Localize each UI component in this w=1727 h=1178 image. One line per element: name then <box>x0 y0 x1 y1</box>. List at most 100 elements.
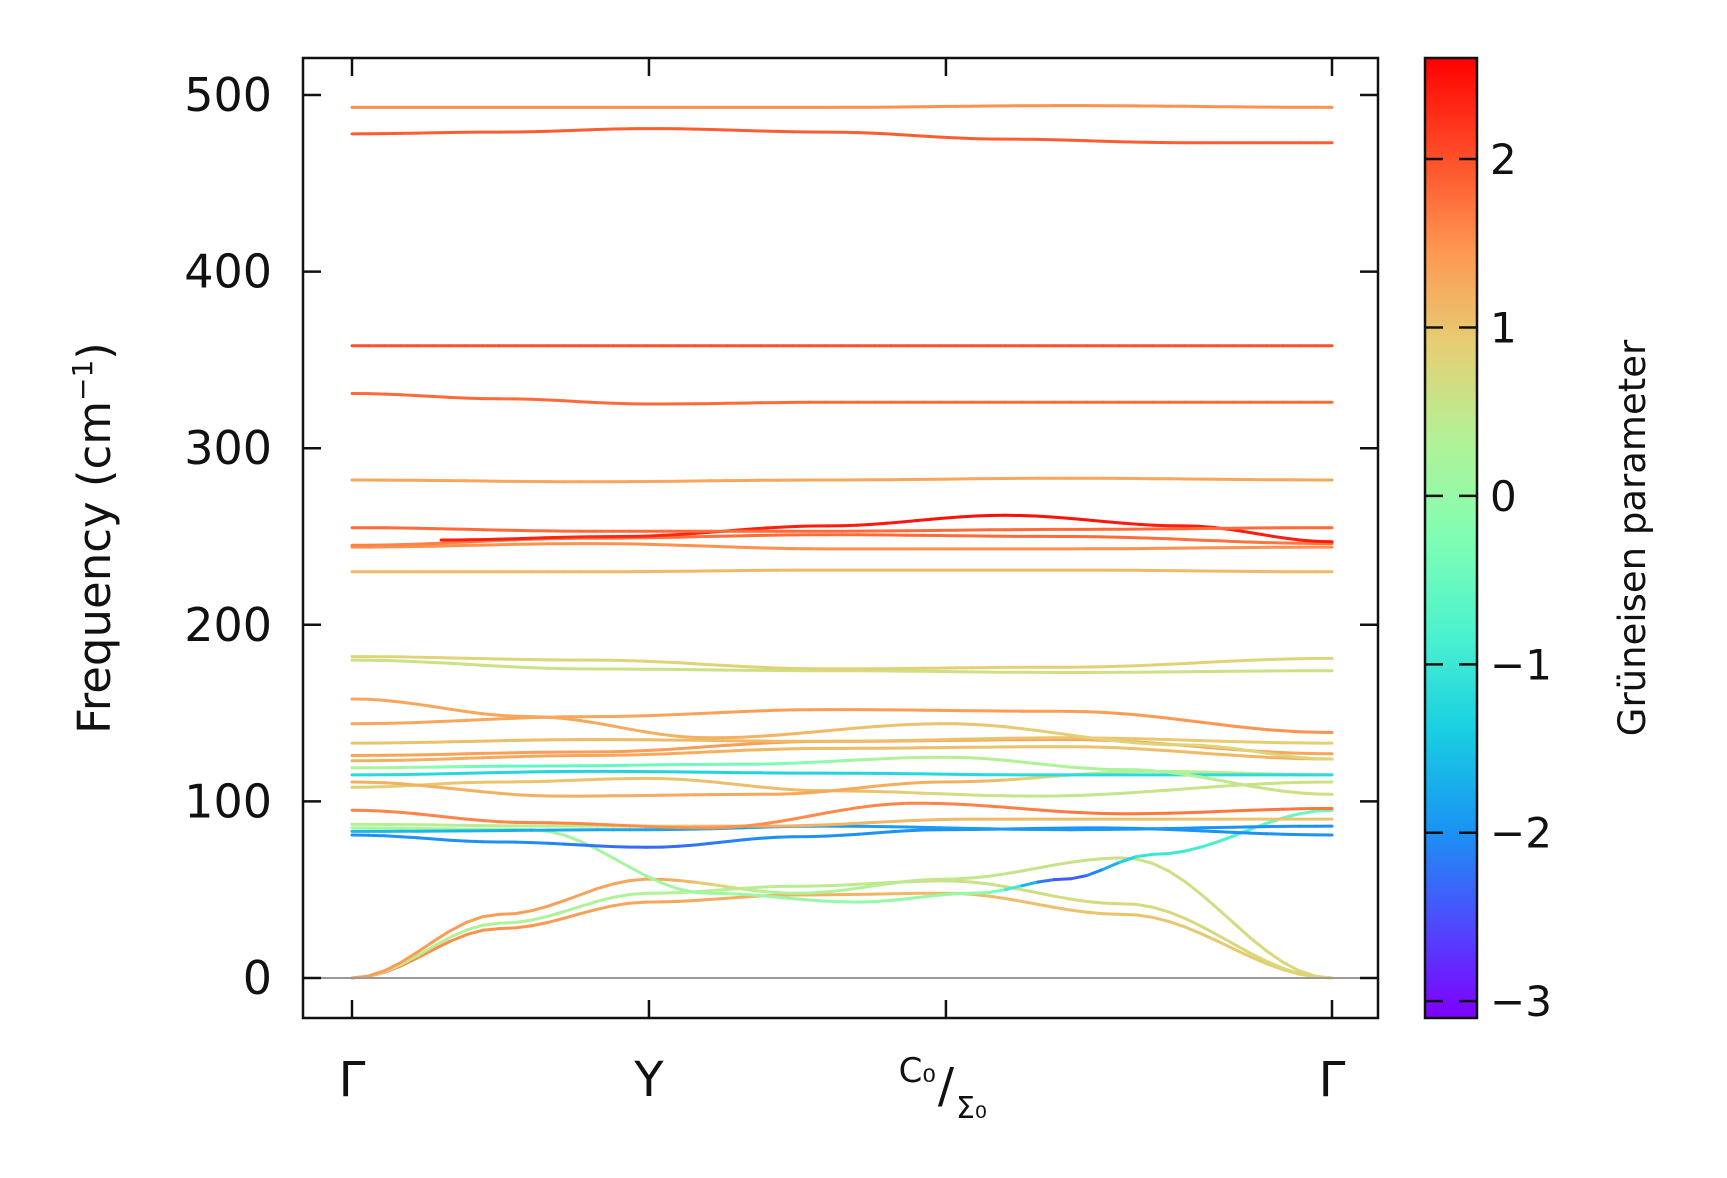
band-segment <box>954 891 975 896</box>
band-segment <box>726 895 746 900</box>
band-segment <box>677 746 697 751</box>
band-segment <box>954 136 975 141</box>
band-segment <box>1199 739 1220 743</box>
band-segment <box>775 891 795 895</box>
band-segment <box>938 892 958 897</box>
band-segment <box>1118 712 1138 717</box>
band-segment <box>1063 516 1082 521</box>
band-segment <box>366 809 387 813</box>
band-segment <box>595 904 615 911</box>
band-segment <box>1167 738 1187 742</box>
band-segment <box>1150 905 1171 914</box>
band-segment <box>1150 852 1171 856</box>
band-segment <box>1256 532 1275 538</box>
band-segment <box>889 756 909 760</box>
band-segment <box>546 910 566 918</box>
band-segment <box>726 710 746 714</box>
band-segment <box>775 792 795 796</box>
band-segment <box>513 665 534 670</box>
band-segment <box>742 709 762 713</box>
band-segment <box>530 794 550 798</box>
band-segment <box>481 819 501 824</box>
band-segment <box>1281 812 1301 820</box>
band-segment <box>1216 809 1236 813</box>
x-tick-label: Γ <box>1319 1052 1346 1108</box>
band-segment <box>448 756 468 761</box>
band-segment <box>448 707 468 714</box>
colorbar-tick-label: −1 <box>1490 640 1552 689</box>
band-segment <box>758 665 779 670</box>
band-segment <box>1248 754 1269 759</box>
band-segment <box>1069 858 1089 864</box>
band-segment <box>464 756 485 760</box>
y-axis-label-close: ) <box>68 342 121 360</box>
band-segment <box>1020 880 1040 888</box>
band-segment <box>464 915 485 924</box>
band-segment <box>905 895 926 901</box>
band-segment <box>1134 902 1154 909</box>
band-segment <box>1101 710 1122 715</box>
band-segment <box>415 783 436 789</box>
band-segment <box>1167 811 1187 815</box>
band-segment <box>873 881 893 888</box>
band-segment <box>1134 852 1154 859</box>
band-segment <box>1152 523 1171 528</box>
band-segment <box>726 824 746 829</box>
band-segment <box>432 395 452 399</box>
band-segment <box>1199 538 1220 543</box>
band-segment <box>693 744 713 750</box>
band-segment <box>1069 793 1089 798</box>
band-segment <box>1085 811 1105 815</box>
band-segment <box>562 833 583 843</box>
band-segment <box>383 781 403 786</box>
band-segment <box>1085 857 1105 862</box>
band-segment <box>1216 783 1236 788</box>
band-segment <box>1167 537 1187 541</box>
band-segment <box>579 907 599 916</box>
band-segment <box>1134 857 1154 865</box>
band-segment <box>415 394 436 398</box>
band-segment <box>1036 762 1056 767</box>
band-segment <box>677 734 697 739</box>
band-segment <box>758 733 779 738</box>
band-segment <box>1199 840 1220 849</box>
band-segment <box>1020 807 1040 812</box>
band-segment <box>1199 720 1220 726</box>
phonon-band-25 <box>350 476 1334 484</box>
band-segment <box>709 544 730 549</box>
band-segment <box>1248 951 1269 963</box>
band-segment <box>677 777 697 782</box>
band-segment <box>856 804 877 810</box>
band-segment <box>1085 710 1105 714</box>
band-segment <box>399 700 419 706</box>
band-segment <box>399 782 419 787</box>
band-segment <box>595 844 615 849</box>
band-segment <box>726 885 746 891</box>
band-segment <box>660 881 681 891</box>
band-segment <box>1085 910 1105 916</box>
band-segment <box>644 824 664 829</box>
band-segment <box>971 722 991 727</box>
band-segment <box>889 723 909 727</box>
band-segment <box>775 817 795 824</box>
colorbar <box>1423 56 1479 1020</box>
band-segment <box>1118 902 1138 906</box>
band-segment <box>1232 540 1252 544</box>
band-segment <box>1232 947 1252 959</box>
band-segment <box>415 720 436 724</box>
band-segment <box>914 517 933 523</box>
band-segment <box>742 783 762 789</box>
band-segment <box>1248 782 1269 786</box>
band-segment <box>971 803 991 808</box>
band-segment <box>1281 966 1301 976</box>
band-segment <box>1085 139 1105 143</box>
band-segment <box>1036 729 1056 735</box>
band-segment <box>1069 138 1089 143</box>
band-segment <box>1085 735 1105 741</box>
band-segment <box>742 887 762 893</box>
band-segment <box>448 661 468 666</box>
band-segment <box>546 779 566 783</box>
band-segment <box>971 874 991 880</box>
band-segment <box>647 533 666 538</box>
band-segment <box>1018 514 1037 518</box>
